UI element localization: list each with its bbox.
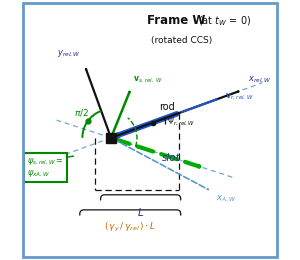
Text: $x_{rel,W}$: $x_{rel,W}$ (248, 75, 272, 85)
Text: $x_{A,W}$: $x_{A,W}$ (216, 194, 236, 204)
Text: $\mathbf{v}_{r,\,rel,\,W}$: $\mathbf{v}_{r,\,rel,\,W}$ (225, 92, 253, 102)
Text: $\mathbf{v}_{s,\,rel,\,W}$: $\mathbf{v}_{s,\,rel,\,W}$ (133, 74, 163, 85)
Text: rod: rod (160, 102, 175, 112)
Text: (rotated CCS): (rotated CCS) (151, 36, 212, 46)
Text: $y_{rel,W}$: $y_{rel,W}$ (57, 49, 81, 60)
Text: slot: slot (162, 153, 181, 163)
Text: Frame W: Frame W (147, 14, 205, 27)
Text: (at $t_W$ = 0): (at $t_W$ = 0) (196, 14, 252, 28)
Text: $(\,\gamma_y\,/\,\gamma_{rel}\,)\cdot L$: $(\,\gamma_y\,/\,\gamma_{rel}\,)\cdot L$ (104, 221, 156, 234)
Text: $\Psi_{r,rel,W}$: $\Psi_{r,rel,W}$ (167, 115, 195, 127)
Text: $\psi_{s,rel,W}=$
$\psi_{xA,W}$: $\psi_{s,rel,W}=$ $\psi_{xA,W}$ (27, 156, 64, 179)
Text: $L$: $L$ (137, 206, 144, 218)
Text: $\pi/2$: $\pi/2$ (74, 107, 88, 118)
